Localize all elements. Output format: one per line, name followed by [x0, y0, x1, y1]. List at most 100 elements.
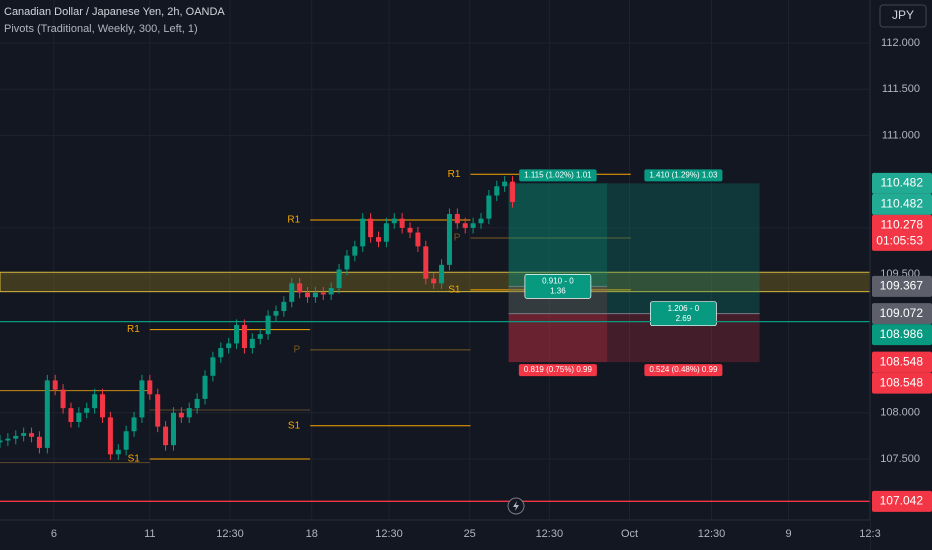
candle-body — [446, 214, 452, 265]
price-badge-label: 109.367 — [880, 279, 924, 293]
entry-label: 1.36 — [550, 287, 566, 296]
candle-body — [273, 311, 279, 316]
candle-body — [249, 338, 255, 349]
price-badge — [872, 303, 932, 325]
pivot-label: S1 — [128, 454, 141, 465]
entry-label: 1.206 - 0 — [668, 304, 700, 313]
candle-body — [131, 417, 137, 432]
price-badge — [872, 275, 932, 297]
position-label: 1.410 (1.29%) 1.03 — [649, 170, 718, 179]
candle-body — [352, 246, 358, 256]
price-badge — [872, 214, 932, 251]
x-tick-label: 6 — [51, 528, 57, 540]
candle-body — [502, 181, 508, 187]
pivot-label: P — [293, 345, 300, 356]
y-tick-label: 107.500 — [880, 453, 920, 465]
candle-body — [383, 223, 389, 242]
chart-title: Canadian Dollar / Japanese Yen, 2h, OAND… — [4, 6, 225, 18]
position-label-box — [519, 169, 597, 182]
candle-body — [29, 433, 35, 437]
x-tick-label: 12:30 — [375, 528, 403, 540]
candle-body — [439, 264, 445, 284]
candle-body — [336, 269, 342, 288]
candle-body — [368, 218, 374, 238]
currency: JPY — [892, 8, 914, 22]
price-badge — [872, 351, 932, 373]
candle-body — [265, 315, 271, 335]
price-badge-label: 107.042 — [880, 493, 924, 507]
pivot-label: R1 — [127, 324, 140, 335]
candle-body — [234, 324, 240, 344]
price-badge-label: 110.278 — [881, 217, 924, 231]
candle-body — [218, 348, 224, 358]
candle-body — [257, 334, 263, 339]
candle-body — [178, 412, 184, 418]
candle-body — [0, 440, 3, 443]
candle-body — [407, 227, 413, 233]
x-tick-label: 12:30 — [698, 528, 726, 540]
candle-body — [13, 435, 19, 439]
position-label: 0.524 (0.48%) 0.99 — [649, 365, 718, 374]
candle-body — [84, 408, 90, 413]
x-tick-label: 9 — [785, 528, 791, 540]
candle-body — [344, 255, 350, 270]
position-label-box — [644, 169, 723, 182]
candle-body — [486, 195, 492, 219]
candle-body — [399, 218, 405, 228]
candle-body — [68, 408, 74, 423]
candle-body — [60, 389, 66, 409]
price-badge — [872, 193, 932, 215]
x-tick-label: 11 — [144, 528, 155, 540]
candle-body — [100, 394, 106, 418]
candle-body — [423, 246, 429, 279]
candle-body — [281, 301, 287, 312]
candle-body — [360, 218, 366, 247]
entry-label: 2.69 — [676, 314, 692, 323]
candle-body — [115, 449, 121, 455]
time-axis — [0, 520, 870, 550]
price-badge-label: 108.548 — [880, 375, 924, 389]
position-stop — [508, 313, 760, 363]
candle-body — [210, 357, 216, 376]
candle-body — [510, 181, 516, 202]
candle-body — [155, 394, 161, 427]
candle-body — [328, 287, 334, 295]
candle-body — [462, 223, 468, 228]
price-badge-label: 110.482 — [881, 196, 924, 210]
position-label: 0.819 (0.75%) 0.99 — [524, 365, 593, 374]
y-tick-label: 111.000 — [882, 129, 920, 141]
candle-body — [147, 380, 153, 395]
price-badge — [872, 490, 932, 512]
candle-body — [454, 214, 460, 224]
pivot-label: R1 — [287, 215, 300, 226]
candle-body — [76, 412, 82, 423]
candle-body — [139, 380, 145, 418]
chart-subtitle: Pivots (Traditional, Weekly, 300, Left, … — [4, 23, 198, 35]
candle-body — [241, 324, 247, 349]
candle-body — [21, 433, 27, 436]
price-badge-label: 108.986 — [880, 327, 924, 341]
x-tick-label: 12:30 — [216, 528, 244, 540]
candle-body — [297, 283, 303, 293]
y-tick-label: 108.000 — [880, 407, 920, 419]
candle-body — [320, 292, 326, 295]
price-badge-label: 108.548 — [880, 354, 924, 368]
candle-body — [5, 438, 11, 441]
candle-body — [391, 218, 397, 224]
candle-body — [305, 292, 311, 298]
candle-body — [36, 436, 42, 448]
x-tick-label: 18 — [306, 528, 318, 540]
candle-body — [289, 283, 295, 302]
x-tick-label: 12:30 — [536, 528, 564, 540]
position-label-box — [644, 364, 723, 377]
price-badge-label: 110.482 — [881, 175, 924, 189]
candle-body — [415, 232, 421, 247]
position-label: 1.115 (1.02%) 1.01 — [524, 170, 592, 179]
candle-body — [470, 223, 476, 228]
pivot-label: S1 — [448, 284, 461, 295]
currency-box — [879, 4, 927, 28]
position-target — [508, 183, 608, 287]
pivot-label: P — [454, 233, 461, 244]
